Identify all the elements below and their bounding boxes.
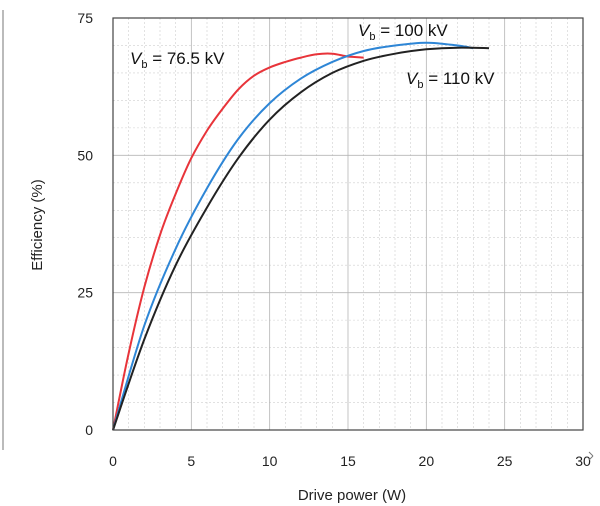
- series-line-2: [112, 46, 490, 431]
- x-tick-label: 0: [109, 453, 117, 469]
- y-tick-label: 25: [77, 285, 93, 301]
- y-tick-label: 0: [85, 422, 93, 438]
- series-line-0: [112, 52, 364, 431]
- x-tick-label: 25: [497, 453, 513, 469]
- corner-mark: [588, 455, 594, 461]
- series-label-76-5kv: Vb = 76.5 kV: [130, 49, 225, 71]
- series-line-1: [112, 41, 474, 431]
- x-tick-label: 30: [575, 453, 591, 469]
- corner-mark: [588, 451, 594, 457]
- minor-grid: [113, 18, 583, 430]
- y-axis-label: Efficiency (%): [29, 179, 46, 270]
- y-tick-label: 75: [77, 10, 93, 26]
- x-tick-labels: 0 5 10 15 20 25 30: [109, 453, 591, 469]
- plot-frame: [112, 17, 584, 431]
- series-label-100kv: Vb = 100 kV: [358, 21, 448, 43]
- major-grid: [113, 18, 583, 430]
- series-lines: [112, 41, 490, 431]
- x-tick-label: 20: [419, 453, 435, 469]
- x-tick-label: 15: [340, 453, 356, 469]
- y-tick-label: 50: [77, 147, 93, 163]
- series-label-110kv: Vb = 110 kV: [406, 69, 495, 91]
- x-axis-label: Drive power (W): [298, 487, 406, 504]
- x-tick-label: 10: [262, 453, 278, 469]
- x-tick-label: 5: [187, 453, 195, 469]
- y-tick-labels: 0 25 50 75: [77, 10, 93, 438]
